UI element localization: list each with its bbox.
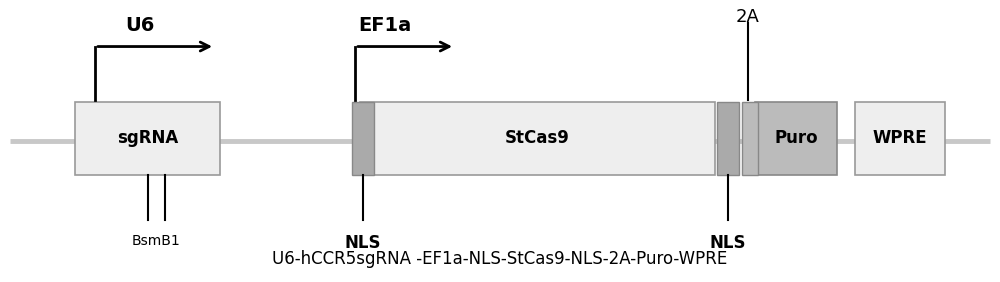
Text: NLS: NLS — [710, 234, 746, 252]
Text: StCas9: StCas9 — [505, 129, 570, 147]
Bar — [855, 102, 945, 175]
Text: Puro: Puro — [774, 129, 818, 147]
Bar — [717, 102, 739, 175]
Bar — [742, 102, 758, 175]
Text: 2A: 2A — [736, 8, 760, 27]
Bar — [360, 102, 715, 175]
Text: U6-hCCR5sgRNA -EF1a-NLS-StCas9-NLS-2A-Puro-WPRE: U6-hCCR5sgRNA -EF1a-NLS-StCas9-NLS-2A-Pu… — [272, 250, 728, 268]
Text: sgRNA: sgRNA — [117, 129, 178, 147]
Bar — [352, 102, 374, 175]
Text: EF1a: EF1a — [358, 16, 412, 35]
Text: BsmB1: BsmB1 — [132, 234, 180, 248]
Text: U6: U6 — [125, 16, 155, 35]
Bar — [75, 102, 220, 175]
Text: WPRE: WPRE — [873, 129, 927, 147]
Text: NLS: NLS — [345, 234, 381, 252]
Bar — [755, 102, 837, 175]
